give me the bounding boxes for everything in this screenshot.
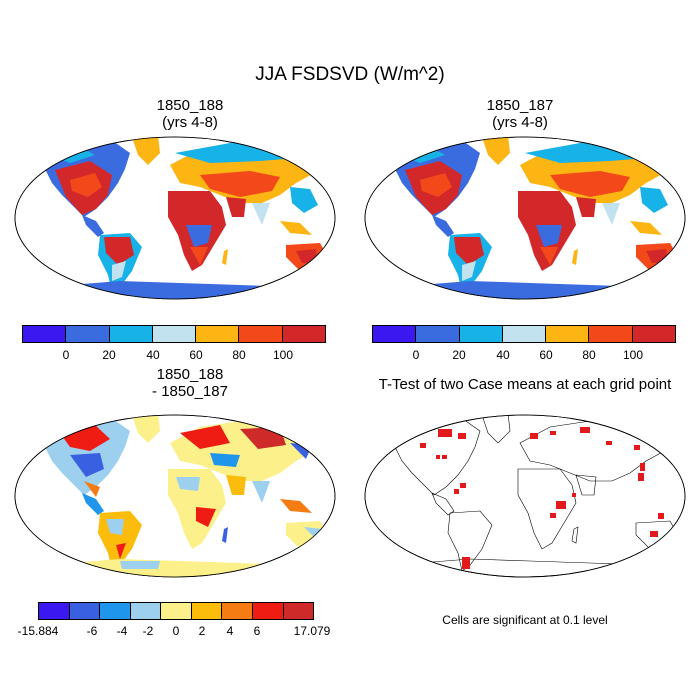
colorbar-top-right — [372, 325, 676, 343]
cbar-top-left-label: 0 — [62, 348, 70, 362]
colorbar-difference — [38, 602, 314, 620]
colorbar-cell — [589, 326, 633, 342]
cbar-top-right-label: 40 — [496, 348, 510, 362]
cbar-top-right-label: 20 — [452, 348, 466, 362]
figure-title: JJA FSDSVD (W/m^2) — [255, 64, 445, 85]
colorbar-cell — [100, 603, 131, 619]
cbar-diff-label: 0 — [172, 624, 180, 638]
panel4-title-line1: T-Test of two Case means at each grid po… — [378, 376, 672, 393]
cbar-top-right-label: 60 — [539, 348, 553, 362]
colorbar-cell — [252, 603, 284, 619]
panel3-title-line2: - 1850_187 — [152, 383, 228, 400]
colorbar-cell — [546, 326, 590, 342]
colorbar-cell — [23, 326, 67, 342]
panel3-title: 1850_188 - 1850_187 — [30, 366, 350, 400]
colorbar-cell — [152, 326, 197, 342]
panel1-title-line1: 1850_188 — [156, 97, 224, 114]
cbar-diff-label: -6 — [86, 624, 98, 638]
colorbar-cell — [502, 326, 547, 342]
panel2-title-line2: (yrs 4-8) — [492, 114, 548, 131]
cbar-diff-label: 6 — [253, 624, 261, 638]
colorbar-cell — [161, 603, 192, 619]
significant-cells — [420, 427, 664, 571]
panel4-title: T-Test of two Case means at each grid po… — [350, 376, 700, 393]
colorbar-cell — [416, 326, 460, 342]
cbar-top-left-label: 20 — [102, 348, 116, 362]
ttest-note: Cells are significant at 0.1 level — [442, 613, 608, 627]
colorbar-cell — [196, 326, 240, 342]
colorbar-cell — [282, 326, 325, 342]
colorbar-cell — [239, 326, 283, 342]
panel2-title-line1: 1850_187 — [486, 97, 554, 114]
cbar-top-right-label: 100 — [622, 348, 644, 362]
colorbar-cell — [373, 326, 417, 342]
colorbar-cell — [66, 326, 110, 342]
cbar-diff-label: 17.079 — [293, 624, 331, 638]
colorbar-cell — [283, 603, 314, 619]
cbar-top-left-label: 40 — [146, 348, 160, 362]
cbar-top-left-label: 60 — [189, 348, 203, 362]
colorbar-top-left — [22, 325, 326, 343]
cbar-diff-label: -2 — [142, 624, 154, 638]
panel1-title-line2: (yrs 4-8) — [162, 114, 218, 131]
cbar-top-right-label: 0 — [412, 348, 420, 362]
colorbar-cell — [459, 326, 503, 342]
cbar-top-left-label: 80 — [232, 348, 246, 362]
cbar-diff-label: 2 — [198, 624, 206, 638]
colorbar-cell — [632, 326, 675, 342]
map-panel-ttest — [364, 414, 686, 578]
colorbar-cell — [109, 326, 153, 342]
cbar-diff-label: -4 — [116, 624, 128, 638]
colorbar-cell — [69, 603, 101, 619]
panel1-title: 1850_188 (yrs 4-8) — [30, 97, 350, 131]
colorbar-cell — [222, 603, 253, 619]
colorbar-cell — [130, 603, 162, 619]
panel2-title: 1850_187 (yrs 4-8) — [360, 97, 680, 131]
map-panel-1850-188 — [14, 136, 336, 300]
map-panel-difference — [14, 414, 336, 578]
cbar-diff-label: 4 — [226, 624, 234, 638]
colorbar-cell — [39, 603, 70, 619]
colorbar-cell — [191, 603, 223, 619]
cbar-top-left-label: 100 — [272, 348, 294, 362]
cbar-diff-label: -15.884 — [17, 624, 59, 638]
map-panel-1850-187 — [364, 136, 686, 300]
cbar-top-right-label: 80 — [582, 348, 596, 362]
panel3-title-line1: 1850_188 — [156, 366, 224, 383]
